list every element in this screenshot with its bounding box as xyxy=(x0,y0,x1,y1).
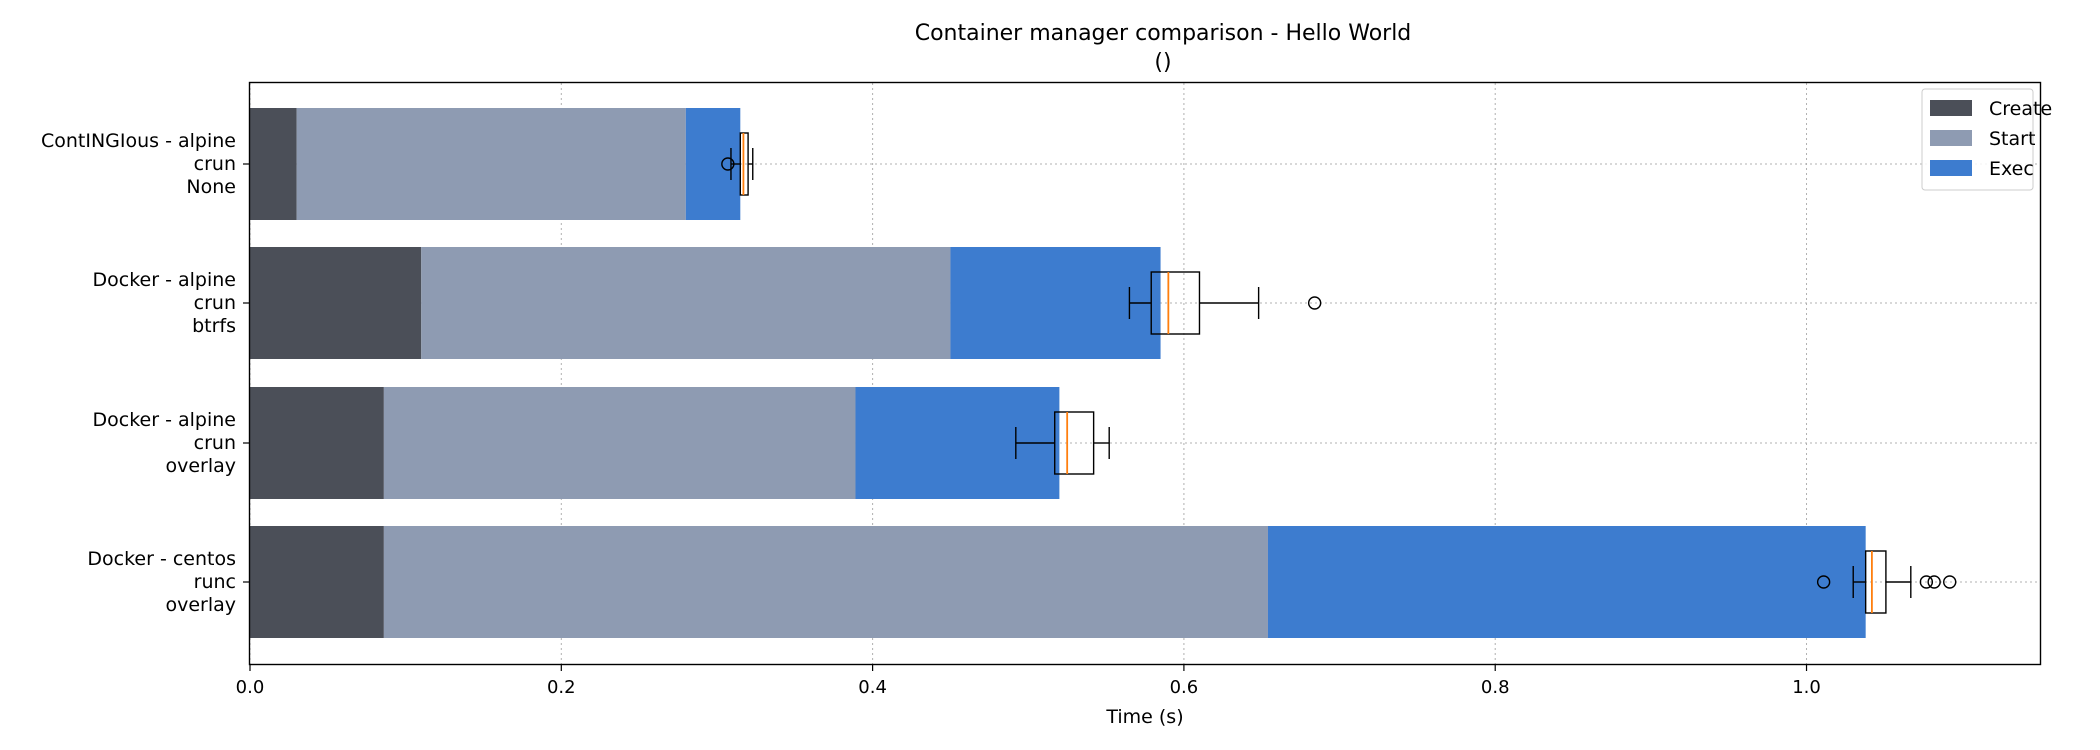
outlier-point xyxy=(1927,575,1941,589)
bar-create xyxy=(250,247,422,359)
y-tick-label: Docker - alpine xyxy=(93,409,236,431)
y-tick-label: Docker - alpine xyxy=(93,269,236,291)
bar-start xyxy=(383,387,856,499)
bar-create xyxy=(250,387,384,499)
y-tick-label: ContINGIous - alpine xyxy=(41,130,236,152)
bar-start xyxy=(383,526,1268,638)
plot-frame xyxy=(248,81,2042,666)
box-iqr xyxy=(1150,271,1201,335)
boxplots xyxy=(721,132,1957,614)
bar-start xyxy=(296,108,686,220)
chart-title: Container manager comparison - Hello Wor… xyxy=(915,21,1412,46)
outlier-point xyxy=(1307,296,1322,310)
y-tick-label: runc xyxy=(194,571,236,593)
legend-swatch-exec xyxy=(1930,160,1972,176)
x-tick-label: 1.0 xyxy=(1792,677,1821,698)
x-tick-label: 0.2 xyxy=(547,677,576,698)
outlier-point xyxy=(721,157,735,171)
x-tick-label: 0.4 xyxy=(858,677,887,698)
box-iqr xyxy=(1054,411,1095,475)
bar-create xyxy=(250,526,384,638)
legend-label-start: Start xyxy=(1989,128,2035,150)
y-tick-label: Docker - centos xyxy=(87,548,236,570)
x-tick-label: 0.0 xyxy=(236,677,265,698)
bar-create xyxy=(250,108,297,220)
y-tick-label: crun xyxy=(194,153,236,175)
bar-exec xyxy=(1267,526,1866,638)
outlier-point xyxy=(1816,575,1831,589)
x-tick-label: 0.8 xyxy=(1481,677,1510,698)
y-tick-label: overlay xyxy=(165,594,236,616)
bars xyxy=(250,108,1866,638)
y-tick-label: overlay xyxy=(165,455,236,477)
x-ticks: 0.0 0.2 0.4 0.6 0.8 1.0 xyxy=(236,664,1821,698)
legend: Create Start Exec xyxy=(1921,88,2052,191)
x-axis-label: Time (s) xyxy=(1105,706,1183,728)
legend-swatch-start xyxy=(1930,130,1972,146)
y-tick-label: crun xyxy=(194,432,236,454)
bar-exec xyxy=(950,247,1161,359)
box-iqr xyxy=(1864,550,1887,614)
x-tick-label: 0.6 xyxy=(1170,677,1199,698)
chart-subtitle: () xyxy=(1154,50,1171,75)
bar-start xyxy=(421,247,951,359)
outlier-point xyxy=(1943,575,1957,589)
legend-label-exec: Exec xyxy=(1989,158,2034,180)
legend-swatch-create xyxy=(1930,100,1972,116)
y-tick-label: crun xyxy=(194,292,236,314)
legend-label-create: Create xyxy=(1989,98,2052,120)
outlier-point xyxy=(1919,575,1934,589)
y-tick-label: btrfs xyxy=(192,315,236,337)
y-tick-label: None xyxy=(186,176,236,198)
